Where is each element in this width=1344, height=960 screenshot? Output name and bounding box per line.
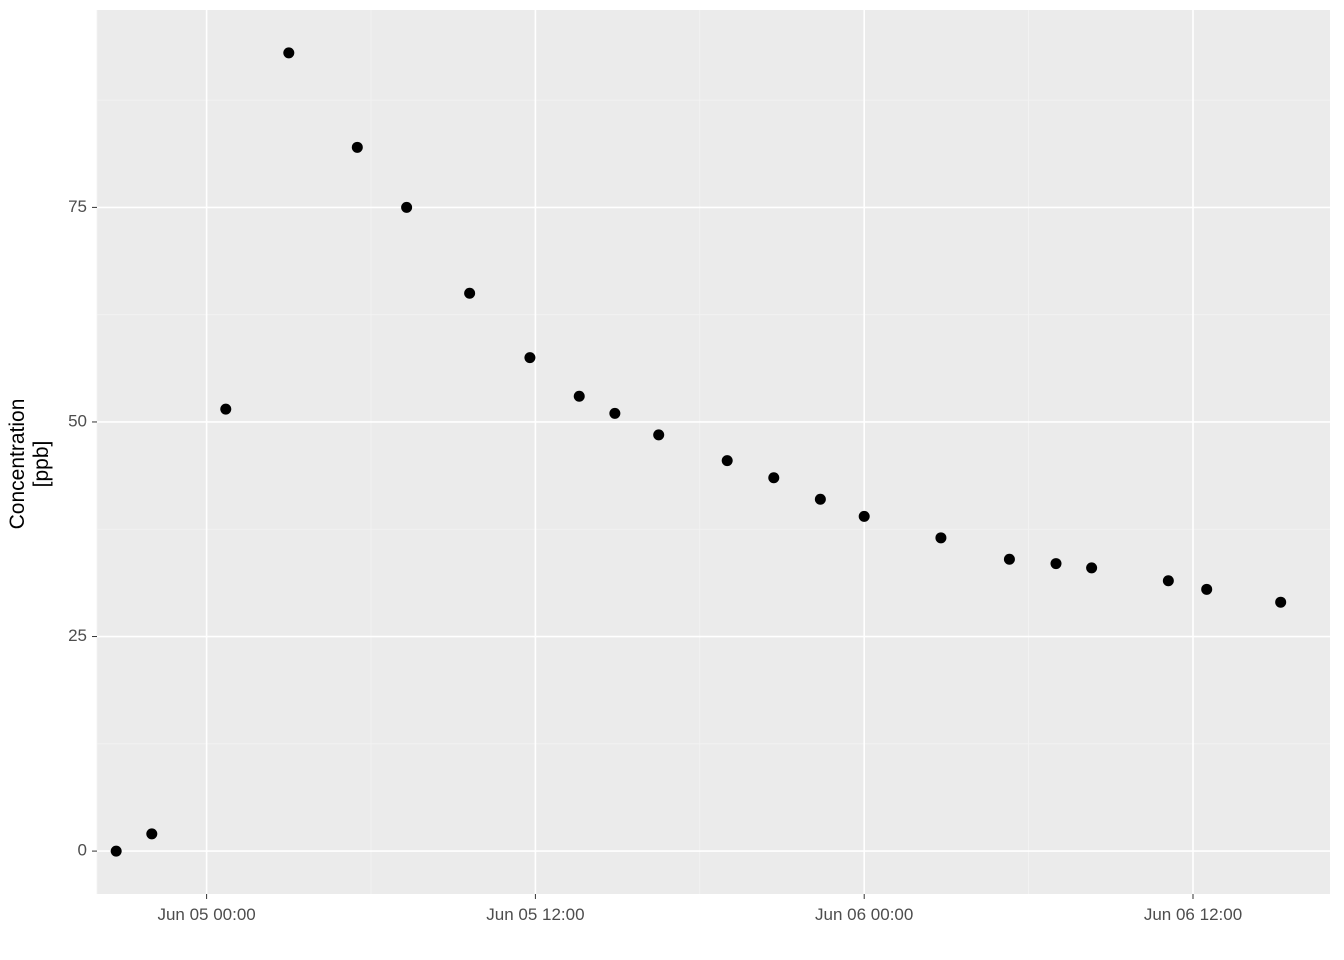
data-point <box>464 288 475 299</box>
data-point <box>401 202 412 213</box>
data-point <box>574 391 585 402</box>
y-axis-title: Concentration [ppb] <box>6 374 54 554</box>
data-point <box>768 472 779 483</box>
data-point <box>935 532 946 543</box>
y-tick-label: 25 <box>68 626 87 645</box>
data-point <box>111 846 122 857</box>
data-point <box>1004 554 1015 565</box>
data-point <box>146 828 157 839</box>
data-point <box>1086 562 1097 573</box>
data-point <box>859 511 870 522</box>
x-tick-label: Jun 05 00:00 <box>157 905 255 924</box>
x-tick-label: Jun 06 00:00 <box>815 905 913 924</box>
data-point <box>524 352 535 363</box>
data-point <box>220 404 231 415</box>
data-point <box>722 455 733 466</box>
data-point <box>1201 584 1212 595</box>
data-point <box>609 408 620 419</box>
data-point <box>653 429 664 440</box>
chart-svg: 0 25 50 75 Jun 05 00:00 Jun 05 12:00 Jun 06 00… <box>0 0 1344 960</box>
x-tick-label: Jun 06 12:00 <box>1144 905 1242 924</box>
x-tick-label: Jun 05 12:00 <box>486 905 584 924</box>
y-tick-label: 0 <box>78 841 87 860</box>
y-tick-label: 50 <box>68 411 87 430</box>
y-tick-label: 75 <box>68 197 87 216</box>
data-point <box>283 47 294 58</box>
concentration-scatter-chart: 0 25 50 75 Jun 05 00:00 Jun 05 12:00 Jun 06 00… <box>0 0 1344 960</box>
data-point <box>815 494 826 505</box>
data-point <box>1163 575 1174 586</box>
data-point <box>1275 597 1286 608</box>
data-point <box>352 142 363 153</box>
data-point <box>1051 558 1062 569</box>
